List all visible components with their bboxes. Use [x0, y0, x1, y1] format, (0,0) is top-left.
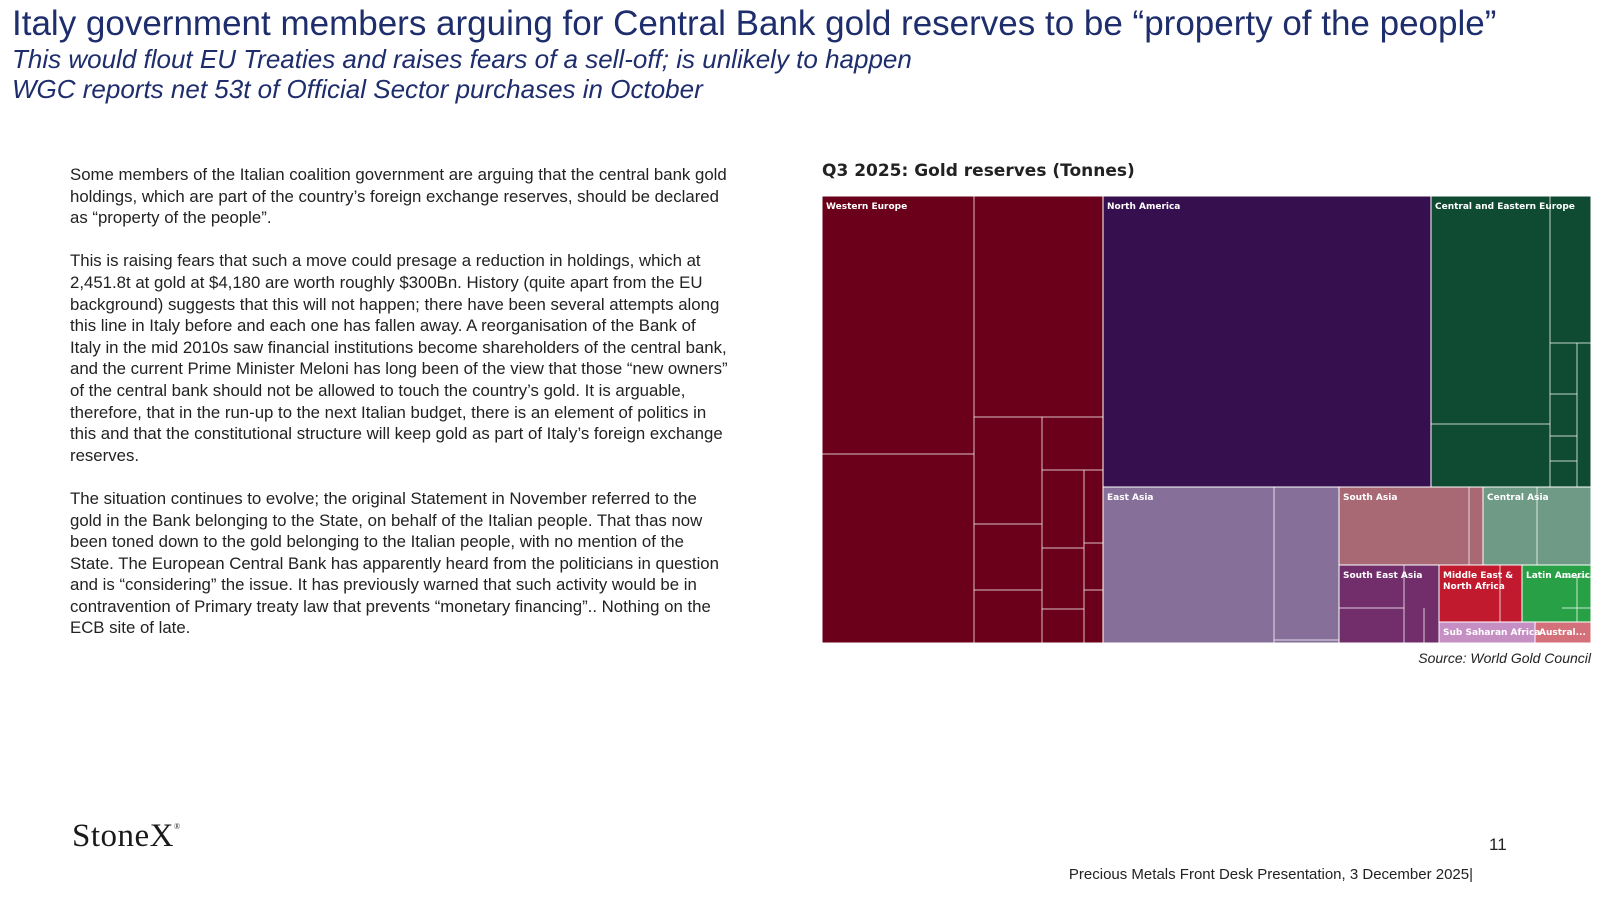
treemap-label-austral: Austral... — [1539, 628, 1586, 638]
body-paragraph-1: Some members of the Italian coalition go… — [70, 165, 727, 228]
treemap-label-middle-east-north-africa-line-1: Middle East & — [1443, 571, 1513, 581]
treemap-region-east-asia[interactable] — [1102, 486, 1340, 643]
treemap-region-south-east-asia[interactable] — [1338, 564, 1440, 643]
body-paragraph-2: This is raising fears that such a move c… — [70, 251, 728, 465]
page-number: 11 — [1489, 835, 1507, 854]
stonex-logo: StoneX® — [72, 818, 181, 854]
treemap-label-central-asia: Central Asia — [1487, 493, 1549, 503]
treemap-label-central-and-eastern-europe: Central and Eastern Europe — [1435, 202, 1575, 212]
treemap-label-north-america: North America — [1107, 202, 1180, 212]
treemap-region-north-america[interactable] — [1102, 196, 1432, 488]
footer-presentation: Precious Metals Front Desk Presentation,… — [1068, 866, 1473, 883]
treemap-label-sub-saharan-africa: Sub Saharan Africa — [1443, 628, 1540, 638]
treemap-region-south-asia[interactable] — [1338, 486, 1484, 566]
treemap-region-austral[interactable] — [1534, 621, 1591, 643]
treemap-region-western-europe[interactable] — [822, 196, 1104, 643]
body-paragraph-3: The situation continues to evolve; the o… — [70, 488, 719, 638]
treemap-region-central-and-eastern-europe[interactable] — [1430, 196, 1591, 488]
treemap-region-latin-america[interactable] — [1521, 564, 1591, 623]
treemap-label-east-asia: East Asia — [1107, 493, 1154, 503]
page-title: Italy government members arguing for Cen… — [12, 4, 1497, 43]
treemap-label-south-east-asia: South East Asia — [1343, 571, 1422, 581]
treemap-label-middle-east-north-africa-line-2: North Africa — [1443, 582, 1505, 592]
treemap-label-south-asia: South Asia — [1343, 493, 1397, 503]
page-subtitle-2: WGC reports net 53t of Official Sector p… — [12, 74, 703, 104]
treemap-label-western-europe: Western Europe — [826, 202, 907, 212]
treemap-label-latin-america: Latin America... — [1526, 571, 1591, 581]
chart-source: Source: World Gold Council — [1418, 650, 1591, 666]
treemap-chart: Western Europe North America Central and E… — [822, 196, 1591, 643]
body-text: Some members of the Italian coalition go… — [70, 164, 730, 661]
chart-title: Q3 2025: Gold reserves (Tonnes) — [822, 161, 1135, 181]
treemap-region-middle-east-north-africa[interactable] — [1438, 564, 1523, 623]
page-subtitle-1: This would flout EU Treaties and raises … — [12, 44, 912, 74]
